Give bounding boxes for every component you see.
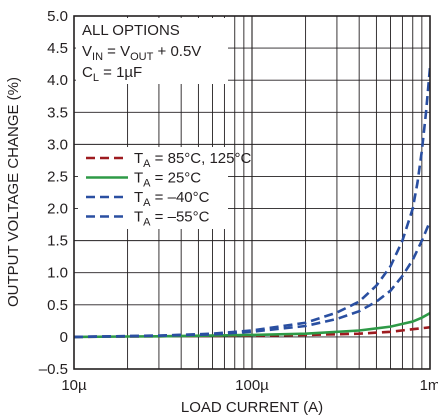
legend-label-tail: = –40°C (151, 189, 210, 206)
annotation-line2-sub1: IN (92, 51, 103, 63)
y-tick-label: 2.5 (47, 168, 68, 185)
annotation-line2-mid: = V (103, 43, 130, 60)
y-tick-label: 2.0 (47, 201, 68, 218)
y-axis-title: OUTPUT VOLTAGE CHANGE (%) (5, 77, 22, 307)
annotation-line1: ALL OPTIONS (82, 22, 180, 39)
x-tick-label: 10µ (61, 377, 87, 394)
legend: TA = 85°C, 125°CTA = 25°CTA = –40°CTA = … (86, 150, 251, 229)
x-tick-labels: 10µ 100µ 1m (61, 377, 438, 394)
annotation-line3-sub: L (93, 72, 99, 84)
legend-label-2: TA = 25°C (134, 170, 201, 190)
y-tick-label: 1.0 (47, 265, 68, 282)
annotation-line2-main: V (82, 43, 92, 60)
legend-label-tail: = –55°C (151, 209, 210, 226)
legend-label-sub: A (143, 178, 151, 190)
y-tick-label: 5.0 (47, 8, 68, 25)
legend-label-main: T (134, 150, 143, 167)
legend-label-3: TA = –40°C (134, 189, 210, 209)
annotation-line3: CL = 1µF (82, 64, 142, 84)
x-tick-label: 100µ (235, 377, 269, 394)
annotation-line2-tail: + 0.5V (153, 43, 201, 60)
annotation-line3-main: C (82, 64, 93, 81)
y-tick-label: 4.0 (47, 72, 68, 89)
series-lines (74, 67, 430, 339)
legend-label-sub: A (143, 197, 151, 209)
y-tick-label: 0 (60, 329, 68, 346)
annotation-line2-sub2: OUT (130, 51, 154, 63)
annotation-box (76, 18, 228, 84)
legend-label-sub: A (143, 158, 151, 170)
y-tick-label: 3.0 (47, 136, 68, 153)
series-line-3 (74, 220, 430, 339)
legend-label-tail: = 85°C, 125°C (151, 150, 252, 167)
y-tick-label: –0.5 (39, 361, 68, 378)
legend-label-main: T (134, 189, 143, 206)
y-tick-label: 1.5 (47, 233, 68, 250)
series-line-4 (74, 67, 430, 339)
x-axis-title: LOAD CURRENT (A) (181, 399, 323, 416)
annotation-line2: VIN = VOUT + 0.5V (82, 43, 201, 63)
y-tick-label: 0.5 (47, 297, 68, 314)
y-tick-label: 4.5 (47, 40, 68, 57)
legend-label-main: T (134, 170, 143, 187)
legend-label-1: TA = 85°C, 125°C (134, 150, 251, 170)
legend-label-tail: = 25°C (151, 170, 202, 187)
legend-label-main: T (134, 209, 143, 226)
plot-frame (73, 15, 431, 370)
legend-label-4: TA = –55°C (134, 209, 210, 229)
legend-label-sub: A (143, 217, 151, 229)
y-tick-labels: 5.0 4.5 4.0 3.5 3.0 2.5 2.0 1.5 1.0 0.5 0 –0.5 (39, 8, 68, 378)
annotation-line3-tail: = 1µF (99, 64, 142, 81)
y-tick-label: 3.5 (47, 104, 68, 121)
x-tick-label: 1m (420, 377, 438, 394)
